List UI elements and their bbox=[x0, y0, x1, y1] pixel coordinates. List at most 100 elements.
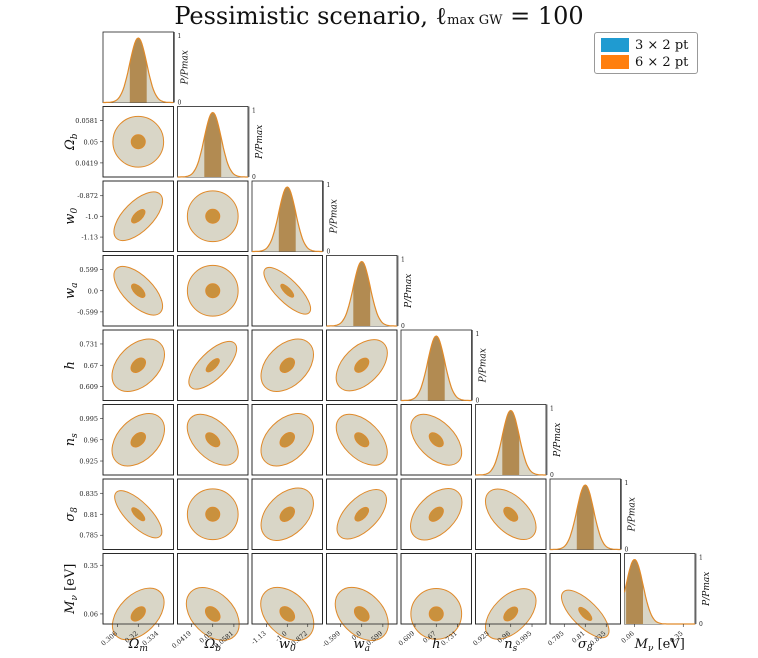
y-tick-label-w0: -1.13 bbox=[81, 234, 98, 242]
contour-inner bbox=[279, 357, 295, 373]
panel-wa-h bbox=[326, 329, 398, 401]
legend: 3 × 2 pt 6 × 2 pt bbox=[594, 32, 698, 74]
panel-frame bbox=[400, 404, 472, 476]
panel-w0-w0: P/Pmax bbox=[251, 180, 340, 253]
contour-inner bbox=[205, 506, 221, 522]
x-label-text: Ωm bbox=[128, 637, 148, 654]
diag-tick-label: 0 bbox=[699, 621, 703, 628]
contour-inner bbox=[131, 283, 146, 298]
posterior-band-Ωm bbox=[129, 38, 147, 103]
x-tick-label-Ωm: 0.306 bbox=[100, 629, 119, 647]
x-label-text: ns bbox=[504, 637, 517, 654]
panel-Ωm-w0 bbox=[102, 180, 174, 252]
panel-frame bbox=[177, 404, 249, 476]
x-label-text: w0 bbox=[279, 637, 296, 654]
diag-tick-label: 1 bbox=[550, 406, 554, 413]
panel-frame bbox=[326, 478, 398, 550]
contour-inner bbox=[279, 506, 295, 522]
diag-ylabel: P/Pmax bbox=[330, 199, 340, 234]
panel-ns-sigma8 bbox=[475, 478, 547, 550]
panel-frame bbox=[326, 329, 398, 401]
y-tick-label-Mnu: 0.06 bbox=[84, 610, 98, 618]
y-tick-label-Ωb: 0.0419 bbox=[75, 159, 98, 167]
x-axis-label-wa: wa bbox=[353, 637, 370, 654]
diag-tick-label: 1 bbox=[252, 108, 256, 115]
panel-w0-sigma8 bbox=[251, 478, 323, 550]
diag-tick-label: 1 bbox=[327, 182, 331, 189]
posterior-curve-Ωm bbox=[103, 37, 174, 104]
x-label-text: Ωb bbox=[203, 637, 221, 654]
contour-inner bbox=[205, 432, 221, 448]
posterior-curve-Ωb bbox=[177, 111, 248, 178]
y-tick-label-wa: 0.599 bbox=[79, 266, 98, 274]
y-tick-label-wa: 0.0 bbox=[88, 287, 98, 295]
panel-wa-ns bbox=[326, 404, 398, 476]
y-tick-label-ns: 0.925 bbox=[79, 458, 98, 466]
diag-tick-label: 0 bbox=[252, 174, 256, 181]
y-tick-label-sigma8: 0.81 bbox=[84, 511, 98, 519]
panel-Ωb-w0 bbox=[177, 180, 249, 252]
diag-ylabel: P/Pmax bbox=[702, 572, 712, 607]
panel-frame bbox=[251, 404, 323, 476]
diag-tick-label: 1 bbox=[699, 555, 703, 562]
x-label-text: wa bbox=[353, 637, 370, 654]
panel-frame bbox=[251, 329, 323, 401]
legend-entry-3x2pt: 3 × 2 pt bbox=[601, 37, 688, 53]
diag-tick-label: 1 bbox=[178, 33, 182, 40]
contour-inner bbox=[503, 606, 519, 622]
chart-title: Pessimistic scenario, ℓmax GW = 100 bbox=[174, 2, 584, 30]
contour-inner bbox=[503, 506, 519, 522]
posterior-curve-wa bbox=[326, 260, 397, 327]
panel-ns-ns: P/Pmax bbox=[475, 404, 563, 476]
diag-ylabel: P/Pmax bbox=[553, 423, 563, 458]
panel-sigma8-sigma8: P/Pmax bbox=[549, 478, 638, 551]
x-tick-label-Ωb: 0.0419 bbox=[170, 629, 193, 650]
x-label-text: Mν [eV] bbox=[634, 637, 685, 654]
y-label-text: ns bbox=[63, 433, 80, 446]
contour-inner bbox=[130, 606, 146, 622]
panel-Ωm-Ωb bbox=[102, 106, 174, 178]
contour-inner bbox=[205, 208, 221, 224]
legend-swatch-3x2pt bbox=[601, 38, 629, 52]
y-axis-label-wa: wa bbox=[63, 282, 80, 299]
y-tick-label-ns: 0.995 bbox=[79, 415, 98, 423]
y-tick-label-h: 0.67 bbox=[84, 362, 98, 370]
panel-Mnu-Mnu: P/Pmax bbox=[623, 553, 712, 625]
x-tick-label-sigma8: 0.785 bbox=[546, 629, 565, 647]
panel-Ωb-Ωb: P/Pmax bbox=[177, 106, 265, 178]
diag-tick-label: 0 bbox=[178, 100, 182, 107]
legend-label-3x2pt: 3 × 2 pt bbox=[635, 37, 689, 53]
contour-inner bbox=[204, 606, 221, 622]
diag-tick-label: 1 bbox=[625, 480, 629, 487]
panel-Ωm-ns bbox=[102, 404, 174, 476]
contour-inner bbox=[353, 606, 370, 622]
y-axis-label-w0: w0 bbox=[63, 208, 80, 225]
panel-wa-wa: P/Pmax bbox=[326, 255, 414, 327]
x-tick-label-wa: -0.599 bbox=[321, 629, 342, 649]
x-axis-label-h: h bbox=[432, 637, 440, 652]
contour-inner bbox=[279, 432, 295, 448]
panel-w0-h bbox=[251, 329, 323, 401]
posterior-band-wa bbox=[353, 261, 371, 326]
y-tick-label-sigma8: 0.835 bbox=[79, 490, 98, 498]
panel-Ωm-sigma8 bbox=[102, 478, 174, 550]
x-label-text: σ8 bbox=[578, 637, 593, 654]
contour-inner bbox=[205, 283, 221, 299]
x-label-text: h bbox=[432, 637, 440, 652]
contour-inner bbox=[354, 357, 370, 373]
diag-ylabel: P/Pmax bbox=[479, 348, 489, 383]
diag-ylabel: P/Pmax bbox=[628, 497, 638, 532]
y-axis-label-Mnu: Mν [eV] bbox=[63, 564, 80, 615]
y-tick-label-h: 0.731 bbox=[79, 340, 98, 348]
diag-tick-label: 0 bbox=[550, 472, 554, 479]
y-tick-label-w0: -1.0 bbox=[85, 213, 98, 221]
x-tick-label-w0: -1.13 bbox=[250, 629, 268, 646]
x-axis-label-Ωb: Ωb bbox=[203, 637, 221, 654]
contour-inner bbox=[428, 432, 444, 448]
y-label-text: Ωb bbox=[63, 133, 80, 151]
posterior-band-h bbox=[427, 336, 445, 401]
x-axis-label-Mnu: Mν [eV] bbox=[634, 637, 685, 654]
x-tick-label-ns: 0.925 bbox=[471, 629, 490, 647]
contour-inner bbox=[578, 606, 593, 621]
posterior-curve-ns bbox=[475, 409, 546, 476]
